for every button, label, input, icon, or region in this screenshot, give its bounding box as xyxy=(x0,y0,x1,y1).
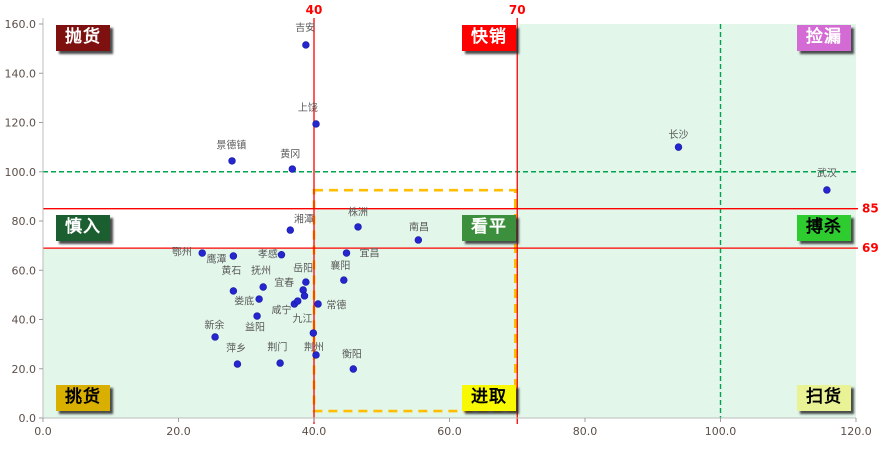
data-point-黄石 xyxy=(229,287,238,295)
city-label-萍乡: 萍乡 xyxy=(226,342,246,354)
city-label-岳阳: 岳阳 xyxy=(293,263,313,275)
y-axis-tick-label: 160.0 xyxy=(5,18,37,31)
city-label-宜春: 宜春 xyxy=(274,276,294,289)
y-axis-tick-label: 140.0 xyxy=(5,67,37,80)
y-axis-tick-label: 40.0 xyxy=(12,314,37,327)
x-axis-tick-label: 100.0 xyxy=(705,425,737,438)
x-axis-tick-label: 80.0 xyxy=(573,425,598,438)
city-label-上饶: 上饶 xyxy=(298,101,318,114)
data-point-武汉 xyxy=(823,186,831,194)
city-label-黄石: 黄石 xyxy=(221,264,241,277)
city-label-抚州: 抚州 xyxy=(251,265,271,277)
quadrant-label-进取: 进取 xyxy=(462,385,516,411)
reference-lines-layer xyxy=(43,24,856,418)
city-label-宜昌: 宜昌 xyxy=(360,247,380,260)
data-point-娄底 xyxy=(255,295,263,303)
quadrant-label-看平: 看平 xyxy=(462,215,516,241)
data-point-鹰潭 xyxy=(229,252,238,260)
city-label-娄底: 娄底 xyxy=(234,295,254,308)
data-point-上饶 xyxy=(312,120,320,128)
data-point-黄冈 xyxy=(288,165,297,173)
quadrant-label-慎入: 慎入 xyxy=(56,215,110,241)
city-label-九江: 九江 xyxy=(292,313,312,325)
city-label-荆门: 荆门 xyxy=(267,341,287,354)
data-point-南昌 xyxy=(414,236,423,244)
data-point-长沙 xyxy=(674,143,683,151)
data-point-萍乡 xyxy=(233,360,242,368)
city-label-湘潭: 湘潭 xyxy=(294,213,314,226)
city-label-株洲: 株洲 xyxy=(348,206,368,219)
x-axis-tick-label: 60.0 xyxy=(437,425,462,438)
city-label-荆州: 荆州 xyxy=(304,341,324,354)
city-label-武汉: 武汉 xyxy=(817,167,837,180)
city-label-新余: 新余 xyxy=(204,318,224,331)
quadrant-label-抛货: 抛货 xyxy=(56,25,110,51)
quadrant-label-挑货: 挑货 xyxy=(56,385,110,411)
y-axis-tick-label: 0.0 xyxy=(19,412,37,425)
city-label-襄阳: 襄阳 xyxy=(330,259,350,272)
data-point-荆门 xyxy=(276,359,284,367)
quadrant-label-扫货: 扫货 xyxy=(797,385,851,411)
threshold-label-right-1: 69 xyxy=(862,241,879,255)
data-point-常德 xyxy=(314,300,322,308)
y-axis-tick-label: 60.0 xyxy=(12,264,37,277)
city-label-益阳: 益阳 xyxy=(245,320,265,333)
data-point-景德镇 xyxy=(228,157,236,165)
x-axis-tick-label: 40.0 xyxy=(302,425,327,438)
city-label-常德: 常德 xyxy=(326,298,346,311)
data-point-抚州 xyxy=(259,283,267,291)
y-axis-tick-label: 20.0 xyxy=(12,363,37,376)
axes-layer: 0.0 20.0 40.0 60.0 80.0 100.0 120.0 0.0 20.0 40.0… xyxy=(5,18,872,438)
data-point-湘潭 xyxy=(286,226,294,234)
city-label-鄂州: 鄂州 xyxy=(172,247,192,259)
data-point-株洲 xyxy=(354,223,362,231)
x-axis-tick-label: 20.0 xyxy=(166,425,191,438)
x-axis-tick-label: 0.0 xyxy=(34,425,52,438)
x-axis-tick-label: 120.0 xyxy=(840,425,872,438)
threshold-label-right-0: 85 xyxy=(862,202,879,216)
city-label-景德镇: 景德镇 xyxy=(216,138,246,151)
data-point-鄂州 xyxy=(198,249,206,257)
threshold-label-top-0: 40 xyxy=(306,3,323,17)
city-label-黄冈: 黄冈 xyxy=(280,148,300,161)
white-upper-region xyxy=(43,24,518,249)
city-label-鹰潭: 鹰潭 xyxy=(206,252,226,265)
quadrant-label-快销: 快销 xyxy=(462,25,516,51)
data-points-layer xyxy=(198,41,831,373)
quadrant-label-捡漏: 捡漏 xyxy=(797,25,851,51)
data-point-岳阳 xyxy=(302,278,310,286)
city-label-长沙: 长沙 xyxy=(668,129,688,141)
data-point xyxy=(300,292,309,300)
data-point-孝感 xyxy=(277,251,286,259)
threshold-lines-layer: 40 70 85 69 xyxy=(43,3,879,424)
y-axis-tick-label: 120.0 xyxy=(5,117,37,130)
data-point xyxy=(294,297,302,305)
data-point-襄阳 xyxy=(340,276,348,284)
y-axis-tick-label: 80.0 xyxy=(12,215,37,228)
city-label-吉安: 吉安 xyxy=(295,21,315,34)
background-layer xyxy=(43,24,856,418)
city-label-衡阳: 衡阳 xyxy=(342,348,362,360)
threshold-label-top-1: 70 xyxy=(509,3,526,17)
city-label-咸宁: 咸宁 xyxy=(271,304,291,317)
city-label-孝感: 孝感 xyxy=(258,248,278,261)
data-point-新余 xyxy=(211,333,219,341)
data-point-衡阳 xyxy=(349,365,357,373)
data-point-荆州 xyxy=(312,351,320,359)
quadrant-label-搏杀: 搏杀 xyxy=(797,215,851,241)
city-label-南昌: 南昌 xyxy=(409,220,429,233)
data-point-吉安 xyxy=(302,41,310,49)
data-point-九江 xyxy=(309,329,318,337)
data-point-宜昌 xyxy=(342,249,351,257)
data-point-益阳 xyxy=(253,312,261,320)
y-axis-tick-label: 100.0 xyxy=(5,166,37,179)
